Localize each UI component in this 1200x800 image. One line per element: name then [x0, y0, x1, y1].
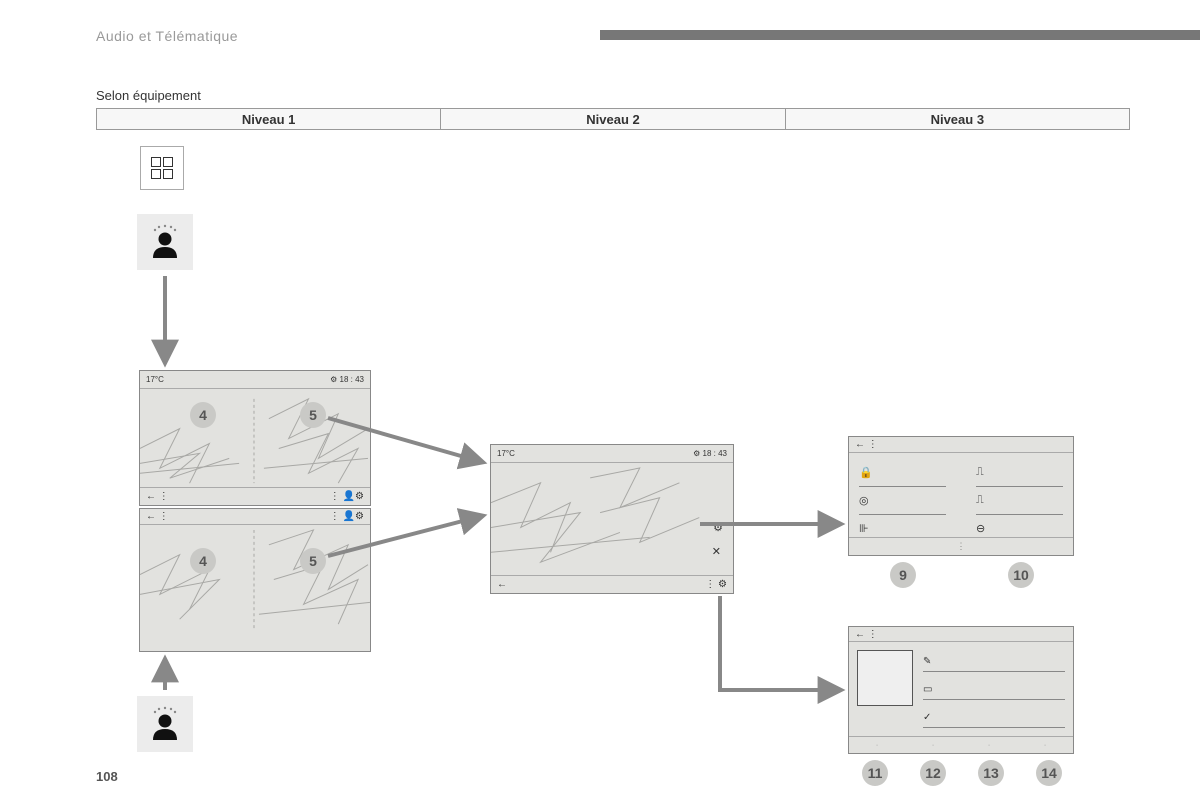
- screen-content: [140, 389, 370, 487]
- screen-niveau2: 17°C ⚙ 18 : 43 ⚙ ✕ ← ⋮ ⚙: [490, 444, 734, 594]
- header-bar: [600, 30, 1200, 40]
- settings-content: 🔒 ⎍ ◎ ⎍ ⊪ ⊖: [849, 453, 1073, 537]
- screen-niveau1-a: 17°C ⚙ 18 : 43 ← ⋮ ⋮ 👤⚙: [139, 370, 371, 506]
- apps-grid-icon[interactable]: [140, 146, 184, 190]
- level-cell-1: Niveau 1: [96, 108, 441, 130]
- screen-settings: ← ⋮ 🔒 ⎍ ◎ ⎍ ⊪ ⊖ ⋮: [848, 436, 1074, 556]
- check-row[interactable]: ✓: [923, 708, 1065, 728]
- screen-profile: ← ⋮ ✎ ▭ ✓ ····: [848, 626, 1074, 754]
- top-bar-back: ← ⋮: [849, 437, 1073, 453]
- callout-13: 13: [978, 760, 1004, 786]
- bottom-dots: ····: [849, 736, 1073, 753]
- setting-sliders[interactable]: ⊪: [859, 515, 946, 537]
- avatar-placeholder[interactable]: [857, 650, 913, 706]
- profile-icon-bottom[interactable]: [137, 696, 193, 752]
- status-bar: 17°C ⚙ 18 : 43: [491, 445, 733, 463]
- screen-content: ⚙ ✕: [491, 463, 733, 575]
- edit-row[interactable]: ✎: [923, 652, 1065, 672]
- bottom-bar: ← ⋮ ⋮ 👤⚙: [140, 487, 370, 505]
- back-icon[interactable]: ← ⋮: [855, 629, 878, 640]
- callout-5b: 5: [300, 548, 326, 574]
- section-title: Audio et Télématique: [96, 28, 238, 44]
- time-label: ⚙ 18 : 43: [693, 449, 727, 458]
- person-icon: [145, 704, 185, 744]
- temp-label: 17°C: [497, 449, 515, 458]
- screen-content: [140, 525, 370, 651]
- person-icon: [145, 222, 185, 262]
- profile-settings-icon[interactable]: ⋮ 👤⚙: [330, 491, 364, 502]
- levels-header: Niveau 1 Niveau 2 Niveau 3: [96, 108, 1130, 130]
- setting-wheel[interactable]: ◎: [859, 487, 946, 515]
- callout-4b: 4: [190, 548, 216, 574]
- callout-12: 12: [920, 760, 946, 786]
- callout-10: 10: [1008, 562, 1034, 588]
- profile-content: ✎ ▭ ✓: [849, 642, 1073, 736]
- card-row[interactable]: ▭: [923, 680, 1065, 700]
- subtitle: Selon équipement: [96, 88, 201, 103]
- page-number: 108: [96, 769, 118, 784]
- gear-icon[interactable]: ⚙: [713, 521, 723, 534]
- settings-icon[interactable]: ⋮ ⚙: [705, 579, 727, 590]
- profile-settings-icon[interactable]: ⋮ 👤⚙: [330, 511, 364, 522]
- callout-14: 14: [1036, 760, 1062, 786]
- callout-5a: 5: [300, 402, 326, 428]
- top-bar-back: ← ⋮: [849, 627, 1073, 642]
- profile-icon-top[interactable]: [137, 214, 193, 270]
- bottom-bar: ⋮: [849, 537, 1073, 555]
- callout-4a: 4: [190, 402, 216, 428]
- time-label: ⚙ 18 : 43: [330, 375, 364, 384]
- back-icon[interactable]: ← ⋮: [146, 511, 169, 522]
- temp-label: 17°C: [146, 375, 164, 384]
- back-icon[interactable]: ← ⋮: [146, 491, 169, 502]
- callout-9: 9: [890, 562, 916, 588]
- level-cell-2: Niveau 2: [441, 108, 785, 130]
- level-cell-3: Niveau 3: [786, 108, 1130, 130]
- back-icon[interactable]: ← ⋮: [855, 439, 878, 450]
- setting-car[interactable]: ⊖: [976, 515, 1063, 537]
- close-icon[interactable]: ✕: [712, 545, 721, 558]
- setting-seat2[interactable]: ⎍: [976, 487, 1063, 515]
- callout-11: 11: [862, 760, 888, 786]
- status-bar: 17°C ⚙ 18 : 43: [140, 371, 370, 389]
- setting-seat1[interactable]: ⎍: [976, 459, 1063, 487]
- top-bar-back: ← ⋮ ⋮ 👤⚙: [140, 509, 370, 525]
- back-icon[interactable]: ←: [497, 579, 507, 590]
- bottom-bar: ← ⋮ ⚙: [491, 575, 733, 593]
- setting-lock[interactable]: 🔒: [859, 459, 946, 487]
- screen-niveau1-b: ← ⋮ ⋮ 👤⚙: [139, 508, 371, 652]
- grid-icon: [151, 157, 173, 179]
